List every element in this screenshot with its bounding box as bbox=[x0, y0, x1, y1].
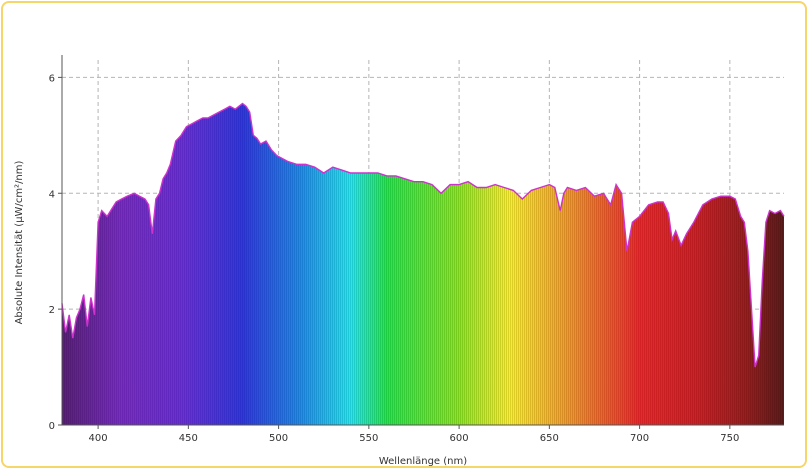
axes bbox=[61, 55, 784, 426]
x-tick-label: 750 bbox=[720, 433, 739, 444]
y-tick-label: 4 bbox=[49, 189, 55, 200]
x-tick-label: 450 bbox=[179, 433, 198, 444]
tick-labels: 400 450 500 550 600 650 700 750 0 2 4 6 bbox=[49, 73, 740, 444]
spectrum-hatching bbox=[62, 103, 784, 425]
x-tick-label: 500 bbox=[269, 433, 288, 444]
x-tick-label: 600 bbox=[450, 433, 469, 444]
x-tick-label: 400 bbox=[89, 433, 108, 444]
x-tick-label: 650 bbox=[540, 433, 559, 444]
y-tick-label: 0 bbox=[49, 421, 55, 432]
y-tick-label: 2 bbox=[49, 305, 55, 316]
y-axis-title: Absolute Intensität (µW/cm²/nm) bbox=[14, 160, 25, 324]
y-tick-label: 6 bbox=[49, 73, 55, 84]
x-tick-label: 700 bbox=[630, 433, 649, 444]
x-tick-label: 550 bbox=[359, 433, 378, 444]
spectrum-area bbox=[61, 102, 785, 425]
spectrum-outline bbox=[61, 102, 785, 368]
x-axis-title: Wellenlänge (nm) bbox=[379, 456, 467, 467]
